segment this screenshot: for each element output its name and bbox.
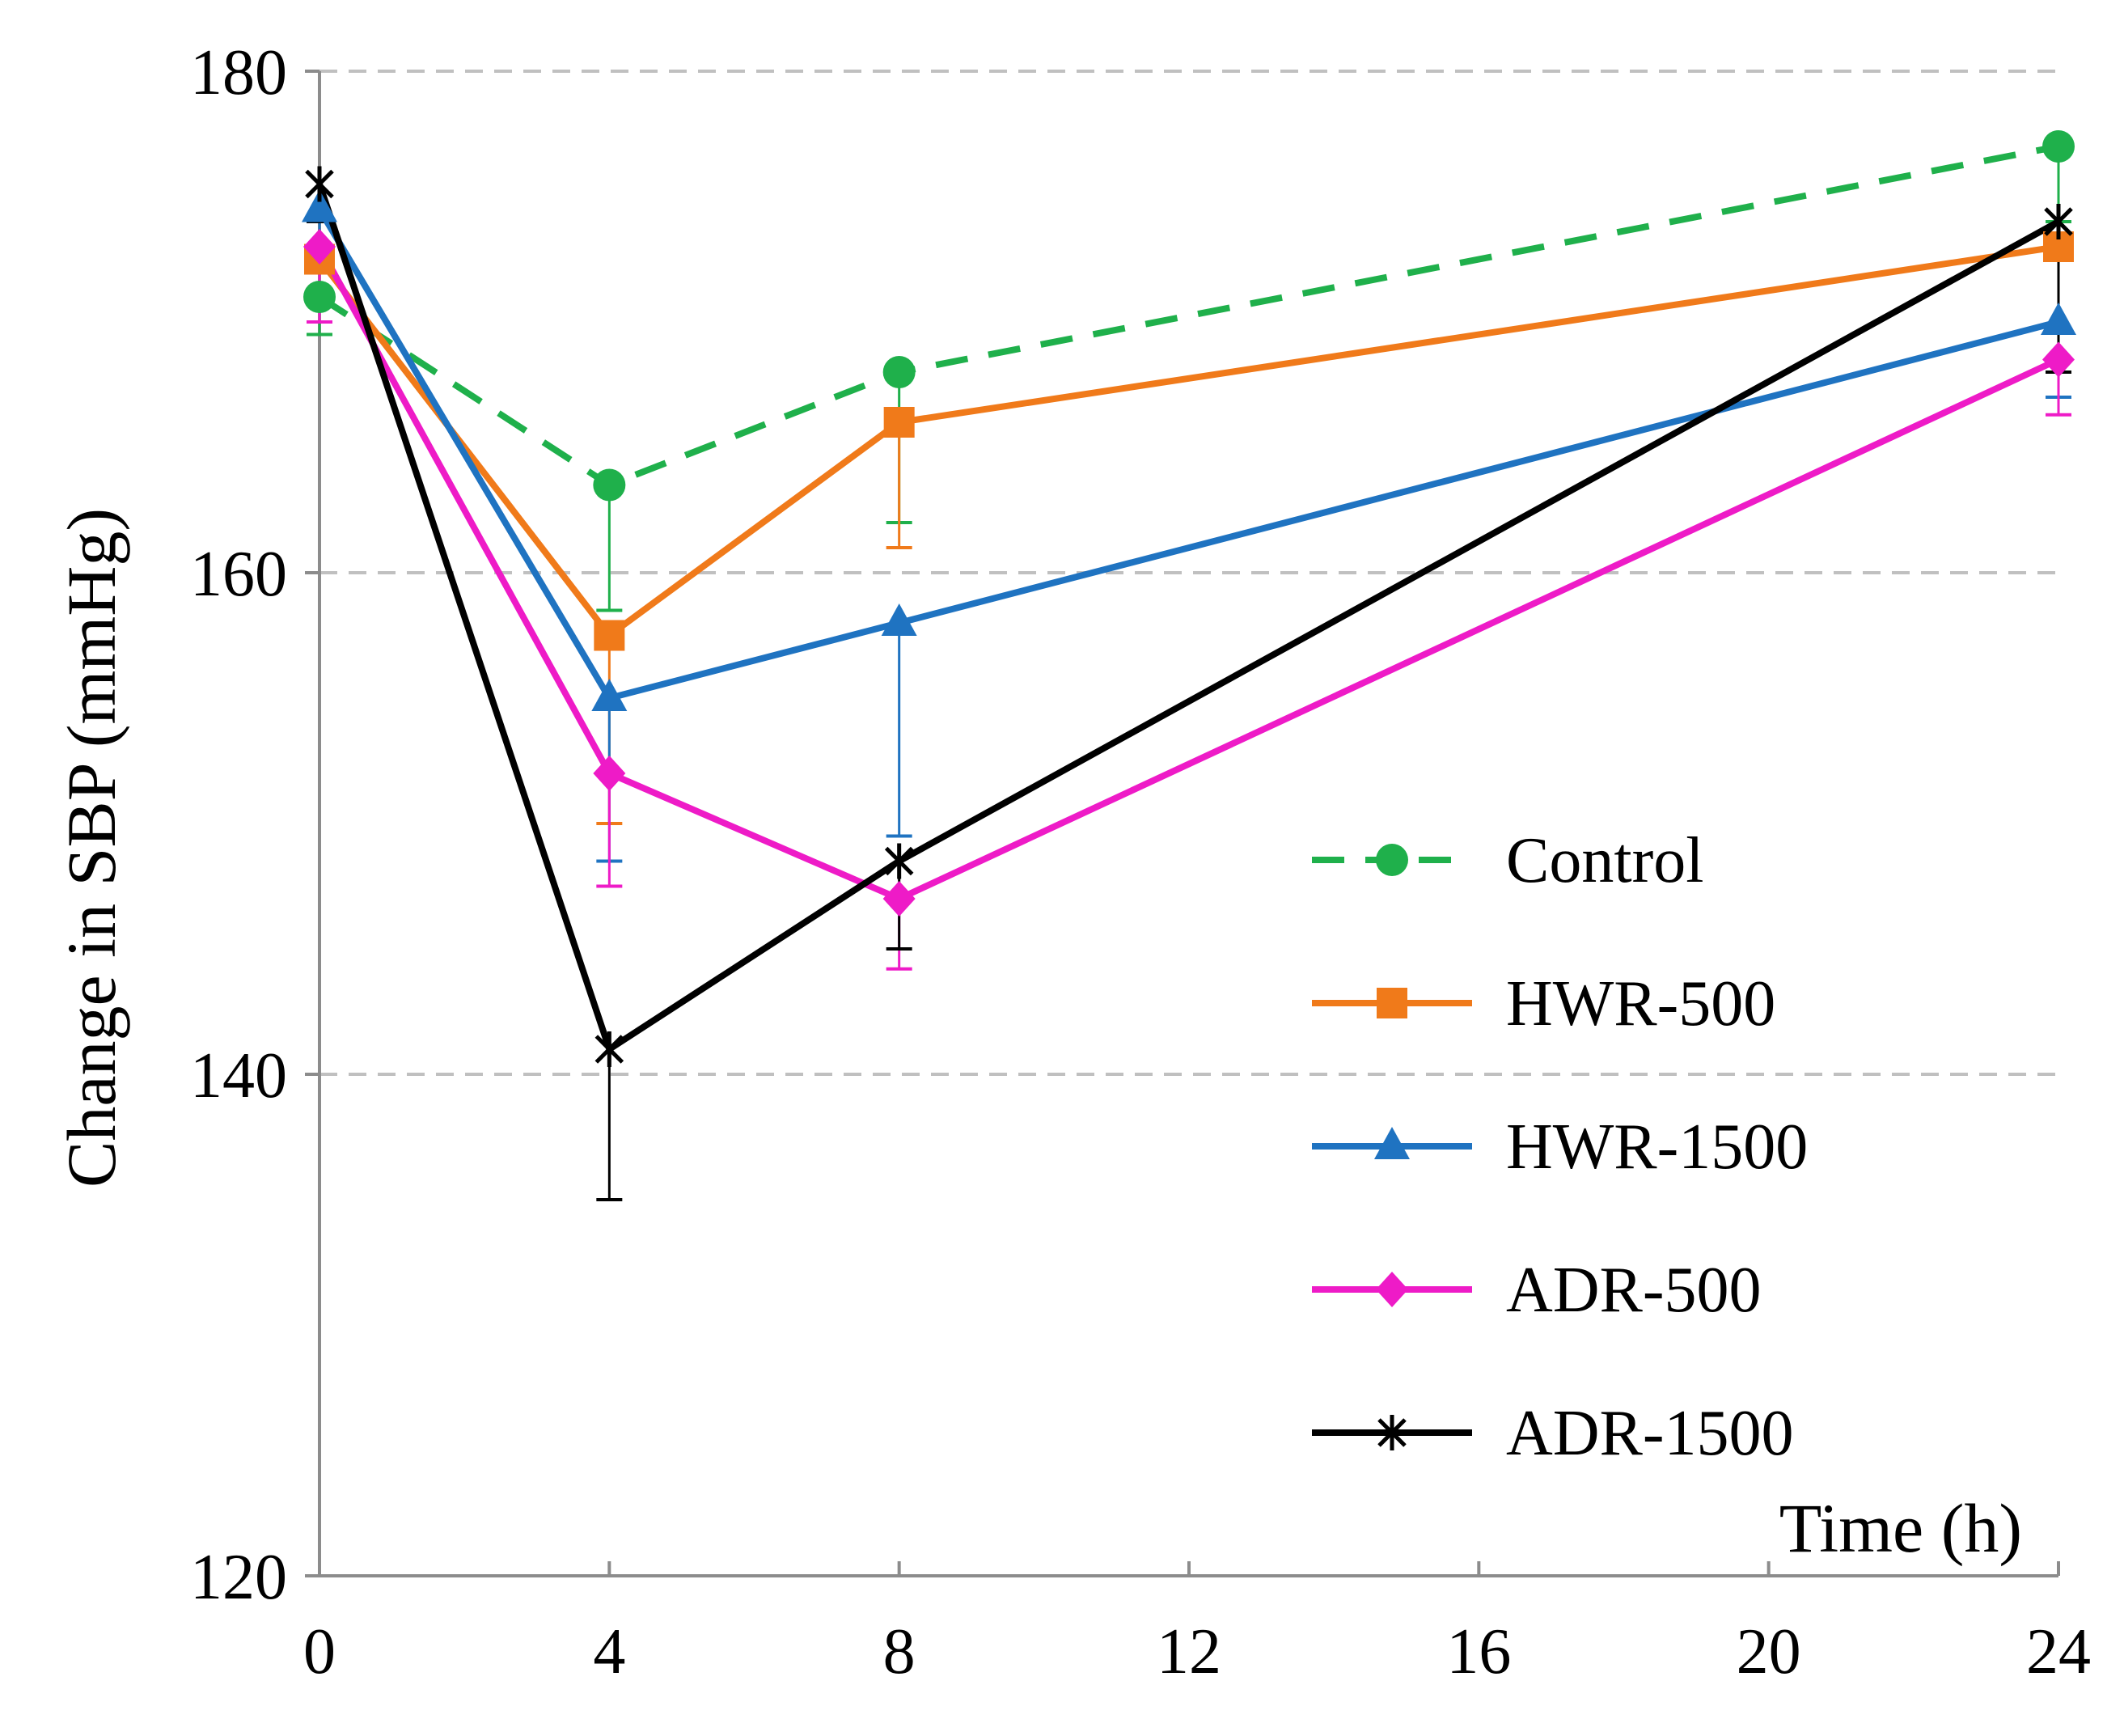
point-hwr-500-8	[883, 407, 915, 438]
error-bar-adr-1500-4	[596, 1049, 623, 1201]
y-tick-label-120: 120	[190, 1542, 287, 1613]
point-adr-1500-8	[884, 843, 914, 879]
x-tick-label-0: 0	[303, 1616, 336, 1687]
series-line-hwr-500	[316, 243, 2059, 639]
legend-marker-adr-1500	[1377, 1415, 1407, 1450]
x-tick-label-4: 4	[593, 1616, 625, 1687]
error-bar-hwr-1500-8	[886, 623, 912, 838]
y-tick-label-160: 160	[190, 539, 287, 610]
point-adr-1500-0	[305, 166, 334, 202]
point-adr-500-0	[303, 229, 336, 265]
legend-item-adr-500: ADR-500	[1312, 1255, 1762, 1326]
legend-marker-hwr-500	[1377, 988, 1407, 1018]
point-control-8	[882, 356, 916, 388]
axis-ticks: 120 140 160 180 0 4 8 12 16 20 24	[190, 37, 2091, 1687]
point-adr-1500-4	[594, 1031, 624, 1067]
x-tick-label-24: 24	[2026, 1616, 2091, 1687]
legend-label-control: Control	[1506, 825, 1703, 896]
legend-label-adr-1500: ADR-1500	[1506, 1398, 1794, 1469]
point-adr-500-4	[593, 756, 626, 791]
legend-marker-adr-500	[1376, 1272, 1408, 1307]
error-bars	[307, 146, 2071, 1201]
legend-marker-control	[1376, 844, 1408, 876]
legend-marker-hwr-1500	[1374, 1127, 1410, 1159]
axes	[318, 71, 2058, 1577]
y-axis-title: Change in SBP (mmHg)	[53, 508, 130, 1188]
point-control-0	[303, 281, 336, 313]
legend-item-hwr-500: HWR-500	[1312, 968, 1775, 1039]
point-hwr-1500-0	[302, 189, 337, 222]
point-adr-500-24	[2042, 341, 2075, 378]
legend: Control HWR-500 HWR-1500 ADR-500 ADR-1500	[1312, 825, 1808, 1469]
point-adr-500-8	[882, 881, 916, 917]
series-line-control	[317, 143, 2059, 489]
legend-item-hwr-1500: HWR-1500	[1312, 1111, 1808, 1183]
series-line-adr-500	[316, 245, 2060, 902]
x-tick-label-8: 8	[883, 1616, 916, 1687]
point-adr-1500-24	[2044, 204, 2073, 239]
legend-item-control: Control	[1312, 825, 1703, 896]
point-hwr-1500-24	[2041, 303, 2076, 335]
error-bar-hwr-500-8	[886, 422, 912, 549]
series-lines	[316, 143, 2060, 1052]
x-axis-title: Time (h)	[1779, 1489, 2022, 1567]
point-control-4	[593, 468, 626, 502]
x-tick-label-20: 20	[1737, 1616, 1801, 1687]
legend-label-adr-500: ADR-500	[1506, 1255, 1762, 1326]
legend-label-hwr-1500: HWR-1500	[1506, 1111, 1808, 1183]
x-tick-label-12: 12	[1157, 1616, 1221, 1687]
y-tick-label-140: 140	[190, 1040, 287, 1111]
series-line-hwr-1500	[316, 207, 2060, 701]
point-hwr-1500-8	[881, 603, 917, 636]
legend-label-hwr-500: HWR-500	[1506, 968, 1775, 1039]
series-markers	[302, 130, 2076, 1067]
y-tick-label-180: 180	[190, 37, 287, 108]
point-hwr-1500-4	[591, 679, 628, 711]
gridlines	[319, 70, 2058, 1076]
series-line-adr-1500	[316, 183, 2060, 1052]
error-bar-adr-500-4	[596, 773, 623, 888]
x-tick-label-16: 16	[1446, 1616, 1511, 1687]
legend-item-adr-1500: ADR-1500	[1312, 1398, 1794, 1469]
point-hwr-500-4	[594, 620, 625, 651]
point-control-24	[2042, 130, 2075, 163]
error-bar-control-4	[596, 485, 623, 612]
